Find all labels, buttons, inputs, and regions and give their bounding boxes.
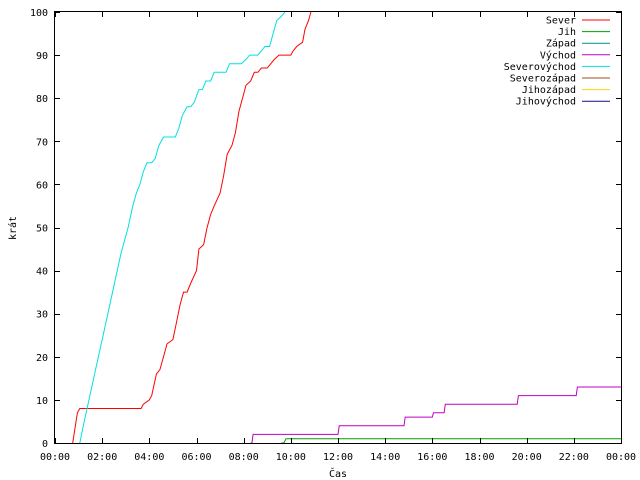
x-tick-label: 08:00 <box>229 452 259 463</box>
series-line <box>250 386 621 444</box>
y-tick-label: 50 <box>36 224 48 235</box>
y-tick-label: 90 <box>36 51 48 62</box>
legend-label: Západ <box>546 38 576 50</box>
ticks-layer <box>55 12 622 444</box>
series-line <box>281 438 621 444</box>
legend-label: Jih <box>558 27 576 38</box>
x-tick-label: 22:00 <box>559 452 589 463</box>
x-tick-label: 20:00 <box>512 452 542 463</box>
x-tick-label: 14:00 <box>370 452 400 463</box>
y-tick-label: 10 <box>36 396 48 407</box>
legend-label: Jihovýchod <box>516 96 576 108</box>
y-tick-label: 60 <box>36 180 48 191</box>
y-axis-title: krát <box>7 216 19 240</box>
x-tick-label: 04:00 <box>134 452 164 463</box>
x-tick-label: 02:00 <box>87 452 117 463</box>
x-tick-label: 10:00 <box>276 452 306 463</box>
legend-label: Sever <box>546 16 576 27</box>
legend-label: Severovýchod <box>504 61 576 73</box>
y-tick-label: 30 <box>36 310 48 321</box>
legend-label: Jihozápad <box>522 84 576 96</box>
plot-frame <box>54 11 622 444</box>
series-line <box>72 11 312 444</box>
legend-label: Východ <box>540 49 576 61</box>
x-tick-label: 18:00 <box>464 452 494 463</box>
legend: SeverJihZápadVýchodSeverovýchodSeverozáp… <box>504 16 610 108</box>
x-axis-title: Čas <box>329 467 347 480</box>
y-tick-label: 0 <box>42 439 48 450</box>
series-line <box>79 11 286 444</box>
legend-label: Severozápad <box>510 73 576 85</box>
labels-layer: 00:00 02:00 04:00 06:00 08:00 10:00 12:00 14:00… <box>30 8 636 463</box>
x-tick-label: 00:00 <box>606 452 636 463</box>
y-tick-label: 70 <box>36 137 48 148</box>
x-tick-label: 16:00 <box>417 452 447 463</box>
y-tick-label: 40 <box>36 267 48 278</box>
x-tick-label: 12:00 <box>323 452 353 463</box>
y-tick-label: 20 <box>36 353 48 364</box>
x-tick-label: 00:00 <box>40 452 70 463</box>
x-tick-label: 06:00 <box>181 452 211 463</box>
y-tick-label: 80 <box>36 94 48 105</box>
y-tick-label: 100 <box>30 8 48 19</box>
